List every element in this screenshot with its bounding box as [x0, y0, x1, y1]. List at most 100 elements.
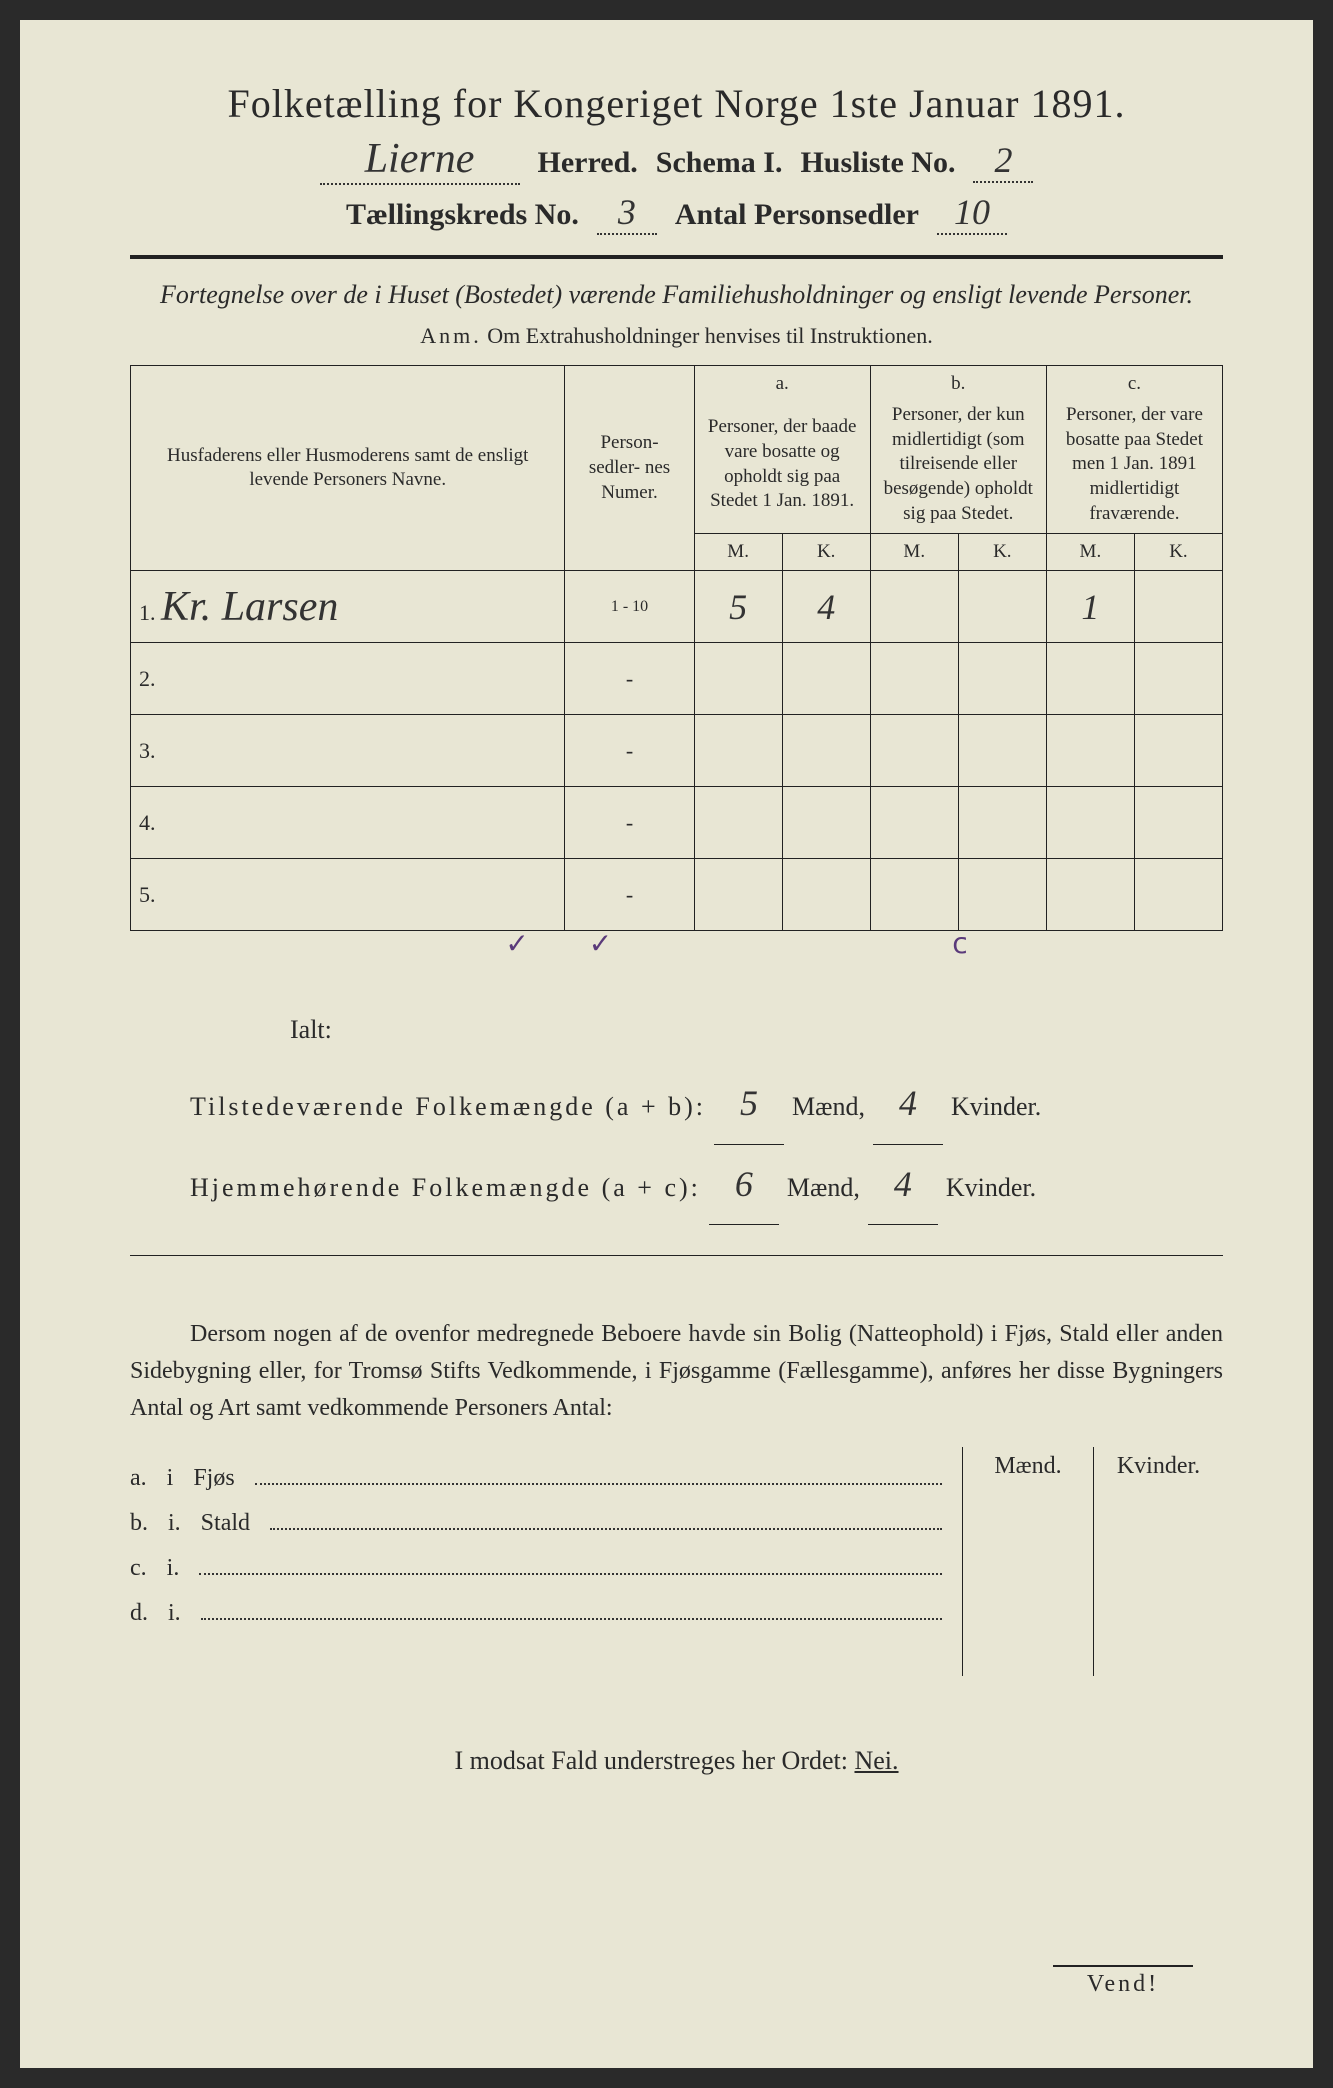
bldg-letter: b. — [130, 1510, 148, 1537]
total-line-resident: Hjemmehørende Folkemængde (a + c): 6 Mæn… — [190, 1145, 1223, 1225]
col-c-m: M. — [1046, 533, 1134, 571]
bldg-label: Fjøs — [193, 1465, 234, 1492]
footer-text: I modsat Fald understreges her Ordet: — [454, 1746, 854, 1775]
row-c-k — [1134, 859, 1222, 931]
row-a-k — [782, 715, 870, 787]
divider — [130, 255, 1223, 259]
row-b-k — [958, 643, 1046, 715]
building-row: a. i Fjøs — [130, 1461, 942, 1492]
kvinder-label: Kvinder. — [951, 1078, 1041, 1135]
tot1-k: 4 — [873, 1064, 943, 1144]
header-row-2: Lierne Herred. Schema I. Husliste No. 2 — [130, 135, 1223, 185]
page-title: Folketælling for Kongeriget Norge 1ste J… — [130, 80, 1223, 127]
dotted-line — [201, 1596, 942, 1620]
bldg-label: Stald — [201, 1510, 250, 1537]
row-numer: - — [565, 787, 694, 859]
row-numer: - — [565, 715, 694, 787]
form-subtitle: Fortegnelse over de i Huset (Bostedet) v… — [130, 277, 1223, 313]
col-b-k: K. — [958, 533, 1046, 571]
row-b-k — [958, 571, 1046, 643]
husliste-no: 2 — [973, 139, 1033, 183]
col-name-text: Husfaderens eller Husmoderens samt de en… — [167, 445, 528, 491]
tot2-label: Hjemmehørende Folkemængde (a + c): — [190, 1159, 701, 1216]
row-c-k — [1134, 643, 1222, 715]
row-b-m — [870, 571, 958, 643]
kreds-no: 3 — [597, 191, 657, 235]
row-b-k — [958, 715, 1046, 787]
row-b-m — [870, 859, 958, 931]
mk-header: Mænd. Kvinder. — [962, 1447, 1223, 1486]
row-a-k — [782, 787, 870, 859]
table-row: 1. Kr. Larsen 1 - 10 5 4 1 — [131, 571, 1223, 643]
anm-label: Anm. — [420, 323, 482, 348]
personsedler-no: 10 — [937, 191, 1007, 235]
row-a-k: 4 — [782, 571, 870, 643]
col-c-label: c. — [1046, 366, 1222, 397]
col-name-header: Husfaderens eller Husmoderens samt de en… — [131, 366, 565, 571]
col-a-m: M. — [694, 533, 782, 571]
main-table: Husfaderens eller Husmoderens samt de en… — [130, 365, 1223, 931]
building-row: d. i. — [130, 1596, 942, 1627]
table-row: 4. - — [131, 787, 1223, 859]
row-b-k — [958, 859, 1046, 931]
col-c-header: Personer, der vare bosatte paa Stedet me… — [1046, 397, 1222, 533]
col-a-header: Personer, der baade vare bosatte og opho… — [694, 397, 870, 533]
row-a-k — [782, 859, 870, 931]
tot1-label: Tilstedeværende Folkemængde (a + b): — [190, 1078, 706, 1135]
dotted-line — [199, 1551, 942, 1575]
maend-col-label: Mænd. — [963, 1447, 1093, 1486]
tot2-k: 4 — [868, 1145, 938, 1225]
dotted-line — [255, 1461, 942, 1485]
herred-value: Lierne — [320, 135, 520, 185]
kvinder-col-label: Kvinder. — [1093, 1447, 1223, 1486]
row-numer: - — [565, 859, 694, 931]
row-a-m — [694, 643, 782, 715]
checkmarks-row: ✓ ✓ ⅽ — [130, 927, 1223, 961]
row-a-m — [694, 715, 782, 787]
total-line-present: Tilstedeværende Folkemængde (a + b): 5 M… — [190, 1064, 1223, 1144]
maend-label: Mænd, — [787, 1159, 860, 1216]
row-n: 4. — [131, 787, 565, 859]
row-c-m — [1046, 859, 1134, 931]
row-a-m — [694, 787, 782, 859]
row-a-m: 5 — [694, 571, 782, 643]
row-name-cell: 1. Kr. Larsen — [131, 571, 565, 643]
checkmark-icon: ✓ — [589, 927, 612, 961]
table-body: 1. Kr. Larsen 1 - 10 5 4 1 2. - 3. — [131, 571, 1223, 931]
row-name: Kr. Larsen — [161, 584, 338, 630]
col-a-k: K. — [782, 533, 870, 571]
kvinder-label: Kvinder. — [946, 1159, 1036, 1216]
totals-block: Ialt: Tilstedeværende Folkemængde (a + b… — [130, 1001, 1223, 1225]
row-c-m — [1046, 787, 1134, 859]
row-a-m — [694, 859, 782, 931]
header-row-3: Tællingskreds No. 3 Antal Personsedler 1… — [130, 191, 1223, 235]
bldg-i: i. — [168, 1600, 181, 1627]
row-n: 1. — [139, 600, 156, 625]
bldg-letter: a. — [130, 1465, 147, 1492]
anm-text: Om Extrahusholdninger henvises til Instr… — [487, 323, 932, 348]
row-numer: - — [565, 643, 694, 715]
maend-col — [963, 1486, 1093, 1676]
bldg-letter: c. — [130, 1555, 147, 1582]
kreds-label: Tællingskreds No. — [346, 198, 579, 232]
tot1-m: 5 — [714, 1064, 784, 1144]
divider — [130, 1255, 1223, 1256]
herred-label: Herred. — [538, 146, 638, 180]
kvinder-col — [1093, 1486, 1223, 1676]
row-b-k — [958, 787, 1046, 859]
row-c-k — [1134, 715, 1222, 787]
bldg-i: i — [167, 1465, 174, 1492]
col-b-header: Personer, der kun midlertidigt (som tilr… — [870, 397, 1046, 533]
col-numer-header: Person- sedler- nes Numer. — [565, 366, 694, 571]
building-row: c. i. — [130, 1551, 942, 1582]
checkmark-icon: ⅽ — [952, 927, 967, 961]
anm-line: Anm. Om Extrahusholdninger henvises til … — [130, 323, 1223, 349]
row-c-k — [1134, 787, 1222, 859]
row-numer-val: 1 - 10 — [611, 598, 648, 615]
bldg-i: i. — [167, 1555, 180, 1582]
footer-nei: Nei. — [854, 1746, 898, 1775]
personsedler-label: Antal Personsedler — [675, 198, 919, 232]
schema-label: Schema I. — [656, 146, 783, 180]
row-c-m — [1046, 643, 1134, 715]
bldg-i: i. — [168, 1510, 181, 1537]
